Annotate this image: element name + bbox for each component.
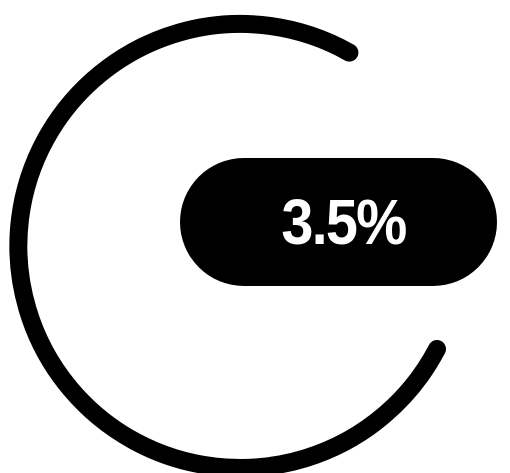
ring-arc bbox=[9, 14, 446, 473]
value-badge: 3.5% bbox=[180, 158, 497, 286]
value-label: 3.5% bbox=[280, 186, 407, 258]
